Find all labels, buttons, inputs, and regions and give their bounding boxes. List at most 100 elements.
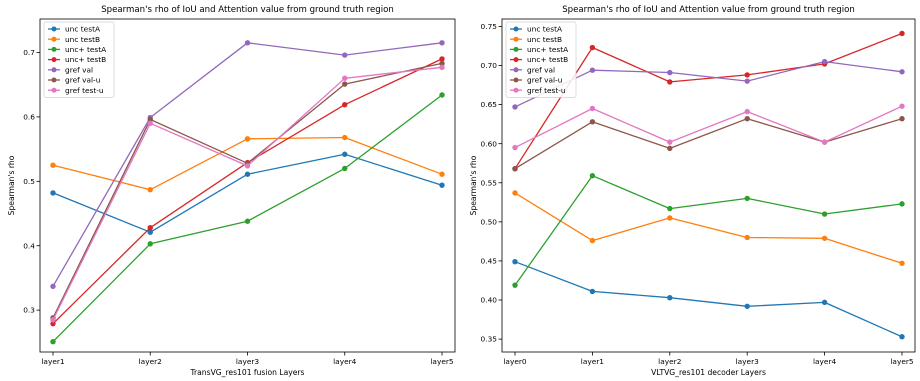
data-point — [50, 320, 56, 327]
data-point — [512, 104, 518, 110]
y-tick-label: 0.60 — [481, 139, 498, 148]
legend-marker — [513, 36, 519, 42]
legend-box — [43, 21, 115, 98]
series-line — [52, 58, 443, 325]
data-point — [667, 69, 673, 76]
legend-label: gref val-u — [65, 76, 101, 85]
data-point — [899, 69, 905, 75]
x-tick-label: layer3 — [236, 357, 260, 366]
data-point — [342, 81, 348, 87]
series-line — [514, 192, 903, 264]
series-line — [52, 94, 443, 343]
data-point — [244, 136, 251, 142]
y-tick-label: 0.35 — [481, 335, 498, 344]
data-point — [744, 195, 750, 202]
data-point — [744, 72, 750, 78]
legend-label: unc testB — [527, 35, 562, 44]
data-point — [899, 334, 905, 340]
series-7 — [512, 103, 905, 151]
y-tick-label: 0.50 — [481, 217, 498, 226]
series-1 — [512, 259, 905, 340]
data-point — [147, 224, 153, 231]
legend-label: gref val — [527, 65, 555, 74]
x-tick-label: layer3 — [736, 357, 760, 366]
legend-label: unc+ testB — [527, 55, 568, 64]
series-2 — [50, 134, 445, 193]
data-point — [744, 115, 750, 122]
data-point — [821, 235, 828, 241]
data-point — [439, 92, 445, 98]
x-axis-label: VLTVG_res101 decoder Layers — [651, 368, 766, 377]
legend-label: unc+ testA — [65, 45, 106, 54]
series-7 — [50, 64, 445, 323]
chart-title: Spearman's rho of IoU and Attention valu… — [101, 5, 394, 15]
data-point — [147, 186, 153, 193]
y-tick-label: 0.55 — [481, 178, 498, 187]
data-point — [439, 60, 445, 67]
data-point — [50, 283, 56, 290]
x-tick-label: layer1 — [41, 357, 65, 366]
legend-marker — [513, 46, 519, 52]
data-point — [744, 78, 750, 84]
chart-title: Spearman's rho of IoU and Attention valu… — [562, 5, 855, 15]
legend-label: unc testA — [65, 25, 100, 34]
data-point — [439, 40, 445, 46]
data-point — [342, 151, 348, 157]
x-tick-label: layer2 — [139, 357, 162, 366]
series-line — [514, 32, 903, 170]
series-2 — [512, 190, 905, 266]
data-point — [50, 338, 56, 345]
legend-marker — [513, 26, 519, 32]
data-point — [589, 119, 596, 125]
data-point — [667, 205, 673, 212]
data-point — [342, 101, 348, 108]
data-point — [512, 282, 518, 288]
data-point — [342, 52, 348, 58]
data-point — [439, 171, 445, 177]
data-point — [667, 145, 673, 152]
series-line — [514, 118, 903, 170]
data-point — [439, 64, 445, 71]
data-point — [589, 288, 596, 295]
plot-frame — [501, 18, 916, 353]
x-tick-label: layer4 — [333, 357, 357, 366]
legend-label: gref val-u — [527, 76, 563, 85]
data-point — [50, 317, 56, 323]
y-tick-label: 0.75 — [481, 22, 498, 31]
data-point — [899, 30, 905, 37]
series-line — [514, 105, 903, 149]
data-point — [512, 259, 518, 265]
data-point — [439, 182, 445, 188]
y-axis-label: Spearman's rho — [7, 155, 16, 215]
legend-marker — [513, 77, 519, 83]
legend-marker — [51, 46, 57, 52]
legend-marker — [51, 77, 57, 83]
data-point — [147, 120, 153, 127]
data-point — [667, 79, 673, 85]
x-tick-label: layer5 — [890, 357, 914, 366]
series-line — [514, 261, 903, 338]
data-point — [50, 190, 56, 196]
x-tick-label: layer0 — [503, 357, 527, 366]
data-point — [744, 234, 750, 241]
series-line — [514, 175, 903, 286]
x-tick-label: layer5 — [430, 357, 454, 366]
series-line — [514, 60, 903, 108]
legend-label: unc+ testB — [65, 55, 106, 64]
series-1 — [50, 151, 445, 235]
y-tick-label: 0.45 — [481, 257, 498, 266]
data-point — [899, 260, 905, 266]
data-point — [244, 40, 251, 46]
legend-marker — [51, 67, 57, 73]
series-line — [52, 62, 443, 319]
data-point — [342, 134, 348, 141]
legend-box — [505, 21, 577, 98]
data-point — [342, 75, 348, 81]
y-tick-label: 0.7 — [23, 48, 35, 57]
legend-label: gref test-u — [527, 86, 566, 95]
y-tick-label: 0.5 — [23, 177, 35, 186]
y-tick-label: 0.70 — [481, 61, 498, 70]
